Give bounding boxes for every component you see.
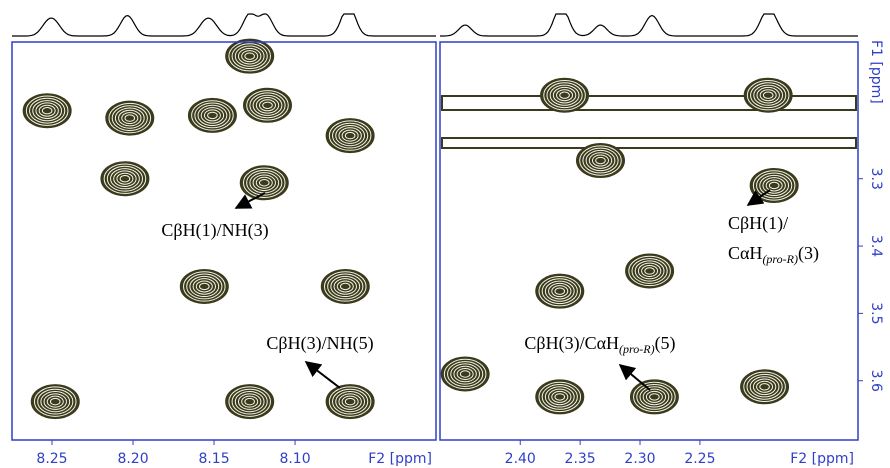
annotation-part: CβH(1)/NH(3) xyxy=(161,220,268,241)
peak xyxy=(31,385,79,419)
annotation-part: (pro-R) xyxy=(762,252,798,266)
x-axis-label: F2 [ppm] xyxy=(790,451,854,467)
x-tick-label: 8.25 xyxy=(36,451,67,467)
x-axis-label: F2 [ppm] xyxy=(368,451,432,467)
y-tick-label: 3.4 xyxy=(868,235,884,257)
peak xyxy=(536,380,584,414)
x-tick-label: 2.25 xyxy=(684,451,715,467)
peak xyxy=(226,39,274,73)
peak xyxy=(326,119,374,153)
annotation-part: CαH xyxy=(728,243,762,263)
annotation-part: (pro-R) xyxy=(619,342,655,356)
peak xyxy=(240,166,288,200)
peak xyxy=(180,269,228,303)
peak xyxy=(321,269,369,303)
annotation-part: (3) xyxy=(798,243,819,264)
annotation: CβH(1)/ xyxy=(728,213,788,234)
bands xyxy=(442,96,856,148)
annotation: CαH(pro-R)(3) xyxy=(728,243,819,266)
peak xyxy=(741,370,789,404)
peak xyxy=(744,78,792,112)
band xyxy=(442,138,856,148)
annotation: CβH(3)/CαH(pro-R)(5) xyxy=(524,333,675,356)
peak xyxy=(226,385,274,419)
annotation-part: CβH(3)/CαH xyxy=(524,333,619,354)
peak xyxy=(326,385,374,419)
annotation: CβH(3)/NH(5) xyxy=(266,333,373,354)
peak xyxy=(626,254,674,288)
y-tick-label: 3.5 xyxy=(868,302,884,324)
y-tick-label: 3.3 xyxy=(868,168,884,190)
annotation-part: CβH(1)/ xyxy=(728,213,788,234)
projection xyxy=(440,14,858,36)
peak xyxy=(188,98,236,132)
annotation-part: (5) xyxy=(655,333,676,354)
peak xyxy=(536,274,584,308)
x-tick-label: 2.40 xyxy=(505,451,536,467)
x-tick-label: 8.20 xyxy=(117,451,148,467)
peak xyxy=(244,88,292,122)
annotation-part: CβH(3)/NH(5) xyxy=(266,333,373,354)
peak xyxy=(106,101,154,135)
y-axis-label: F1 [ppm] xyxy=(868,40,884,104)
x-tick-label: 8.10 xyxy=(279,451,310,467)
peak xyxy=(576,144,624,178)
peak xyxy=(630,380,678,414)
peak xyxy=(541,78,589,112)
projection xyxy=(12,14,436,36)
x-tick-label: 8.15 xyxy=(198,451,229,467)
peak xyxy=(750,168,798,202)
peak xyxy=(101,162,149,196)
x-tick-label: 2.35 xyxy=(565,451,596,467)
nmr-figure: 8.25 8.20 8.15 8.10 F2 [ppm] CβH(1)/NH(3) CβH(… xyxy=(0,0,890,468)
annotation: CβH(1)/NH(3) xyxy=(161,220,268,241)
peak xyxy=(441,357,489,391)
band xyxy=(442,96,856,110)
x-tick-label: 2.30 xyxy=(624,451,655,467)
y-tick-label: 3.6 xyxy=(868,370,884,392)
arrow xyxy=(306,362,340,388)
peak xyxy=(23,94,71,128)
